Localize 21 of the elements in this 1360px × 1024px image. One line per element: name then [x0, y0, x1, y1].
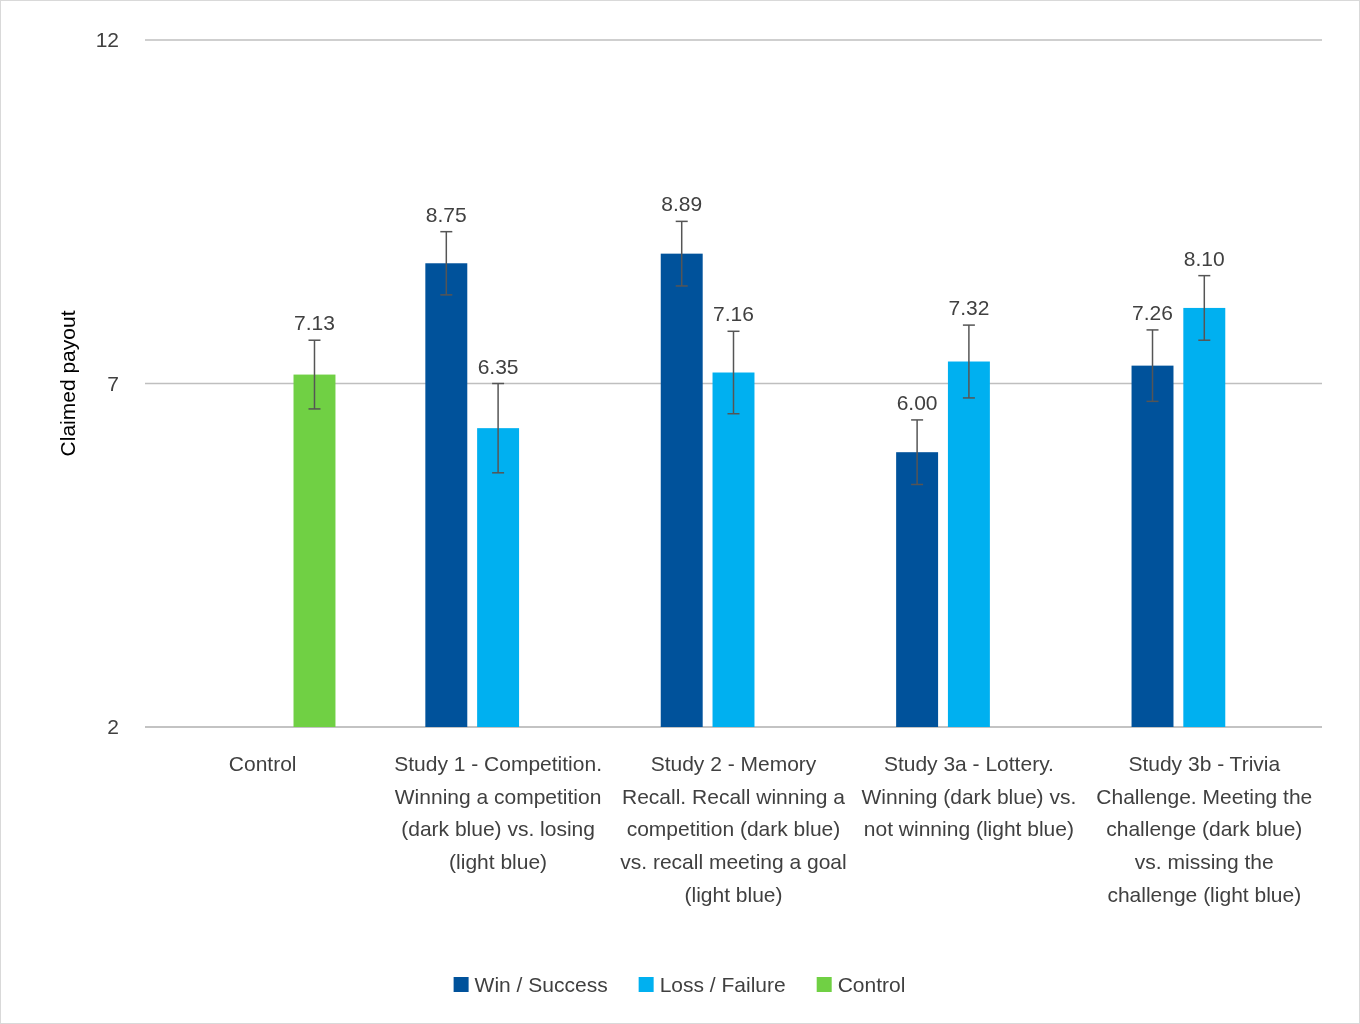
data-label: 7.13 — [294, 311, 335, 335]
legend-label: Win / Success — [474, 973, 608, 997]
data-label: 8.89 — [661, 192, 703, 216]
y-tick-label: 12 — [95, 28, 119, 52]
y-tick-label: 2 — [107, 715, 119, 739]
x-tick-label: Study 3b - Trivia Challenge. Meeting the challenge (dark blue) vs. missing the challenge (light blue) — [1096, 752, 1313, 906]
legend-label: Loss / Failure — [659, 973, 786, 997]
data-label: 6.35 — [477, 354, 519, 378]
data-label: 7.32 — [948, 296, 990, 320]
x-tick-label: Study 3a - Lottery. Winning (dark blue) vs. not winning (light blue) — [861, 752, 1077, 841]
data-label: 7.26 — [1132, 300, 1173, 324]
x-tick-label: Control — [228, 752, 297, 775]
data-label: 8.10 — [1183, 246, 1225, 270]
data-label: 7.16 — [713, 302, 754, 326]
x-tick-label: Study 1 - Competition. Winning a competition (dark blue) vs. losing (light blue) — [394, 752, 602, 874]
legend-label: Control — [837, 973, 906, 997]
data-label: 6.00 — [896, 390, 938, 414]
y-tick-label: 7 — [107, 371, 119, 395]
y-axis-title: Claimed payout — [56, 310, 79, 457]
data-label: 8.75 — [425, 202, 467, 226]
x-tick-label: Study 2 - Memory Recall. Recall winning a competition (dark blue) vs. recall meeting a goal (light blue) — [620, 752, 847, 906]
